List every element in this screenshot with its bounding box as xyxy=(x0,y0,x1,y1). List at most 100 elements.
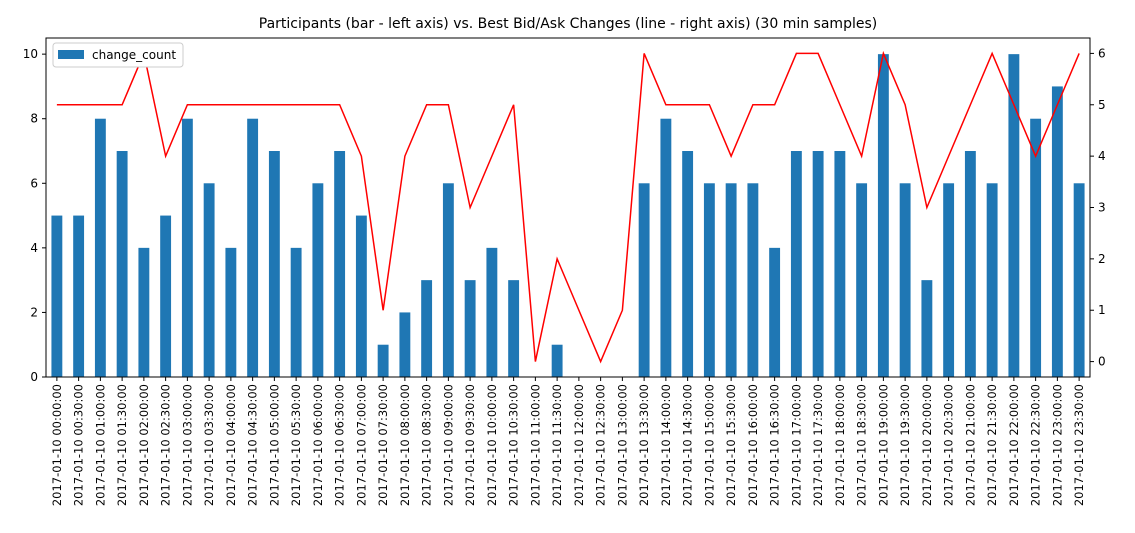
bar xyxy=(116,151,128,377)
x-tick-label: 2017-01-10 19:30:00 xyxy=(898,384,912,506)
x-tick-label: 2017-01-10 13:30:00 xyxy=(637,384,651,506)
x-tick-label: 2017-01-10 18:30:00 xyxy=(855,384,869,506)
bar xyxy=(312,183,324,377)
right-axis-ticks: 0 1 2 3 4 5 6 xyxy=(1090,46,1106,369)
right-tick-label: 6 xyxy=(1098,46,1106,60)
x-tick-label: 2017-01-10 21:30:00 xyxy=(985,384,999,506)
bar xyxy=(1008,54,1020,378)
right-tick-label: 5 xyxy=(1098,98,1106,112)
bar xyxy=(73,215,85,377)
bar xyxy=(399,312,411,377)
bar xyxy=(181,118,193,377)
bar xyxy=(421,280,433,377)
bar xyxy=(986,183,998,377)
bar xyxy=(51,215,63,377)
bar xyxy=(856,183,868,377)
right-tick-label: 3 xyxy=(1098,201,1106,215)
left-tick-label: 4 xyxy=(30,241,38,255)
left-tick-label: 0 xyxy=(30,370,38,384)
right-tick-label: 2 xyxy=(1098,252,1106,266)
bar xyxy=(703,183,715,377)
x-tick-label: 2017-01-10 04:30:00 xyxy=(246,384,260,506)
x-tick-label: 2017-01-10 12:30:00 xyxy=(594,384,608,506)
left-tick-label: 2 xyxy=(30,305,38,319)
x-tick-label: 2017-01-10 10:00:00 xyxy=(485,384,499,506)
x-tick-label: 2017-01-10 09:30:00 xyxy=(463,384,477,506)
x-tick-label: 2017-01-10 06:30:00 xyxy=(333,384,347,506)
x-tick-label: 2017-01-10 19:00:00 xyxy=(876,384,890,506)
x-tick-label: 2017-01-10 07:00:00 xyxy=(354,384,368,506)
x-axis-ticks: 2017-01-10 00:00:00 2017-01-10 00:30:00 20… xyxy=(50,377,1086,506)
bar xyxy=(551,344,563,377)
right-tick-label: 4 xyxy=(1098,149,1106,163)
left-tick-label: 10 xyxy=(23,47,38,61)
x-tick-label: 2017-01-10 10:30:00 xyxy=(507,384,521,506)
bar xyxy=(334,151,346,377)
bar xyxy=(486,247,498,377)
x-tick-label: 2017-01-10 01:00:00 xyxy=(93,384,107,506)
x-tick-label: 2017-01-10 08:00:00 xyxy=(398,384,412,506)
bar xyxy=(1030,118,1042,377)
bar xyxy=(1051,86,1063,377)
bar xyxy=(682,151,694,377)
bar xyxy=(660,118,672,377)
left-tick-label: 8 xyxy=(30,112,38,126)
x-tick-label: 2017-01-10 11:30:00 xyxy=(550,384,564,506)
x-tick-label: 2017-01-10 18:00:00 xyxy=(833,384,847,506)
x-tick-label: 2017-01-10 17:00:00 xyxy=(789,384,803,506)
bar xyxy=(747,183,759,377)
left-axis-ticks: 0 2 4 6 8 10 xyxy=(23,47,46,384)
bar xyxy=(203,183,215,377)
x-tick-label: 2017-01-10 16:00:00 xyxy=(746,384,760,506)
bar xyxy=(160,215,172,377)
x-tick-label: 2017-01-10 20:30:00 xyxy=(942,384,956,506)
bar xyxy=(442,183,454,377)
x-tick-label: 2017-01-10 15:00:00 xyxy=(702,384,716,506)
x-tick-label: 2017-01-10 14:00:00 xyxy=(659,384,673,506)
bar xyxy=(290,247,302,377)
chart-title: Participants (bar - left axis) vs. Best … xyxy=(259,16,877,32)
x-tick-label: 2017-01-10 15:30:00 xyxy=(724,384,738,506)
bar xyxy=(812,151,824,377)
x-tick-label: 2017-01-10 02:00:00 xyxy=(137,384,151,506)
bar xyxy=(899,183,911,377)
x-tick-label: 2017-01-10 23:00:00 xyxy=(1050,384,1064,506)
x-tick-label: 2017-01-10 11:00:00 xyxy=(528,384,542,506)
x-tick-label: 2017-01-10 23:30:00 xyxy=(1072,384,1086,506)
left-tick-label: 6 xyxy=(30,176,38,190)
bar xyxy=(377,344,389,377)
bar-series xyxy=(51,54,1085,378)
legend: change_count xyxy=(52,42,184,68)
bar xyxy=(790,151,802,377)
right-tick-label: 0 xyxy=(1098,355,1106,369)
x-tick-label: 2017-01-10 04:00:00 xyxy=(224,384,238,506)
x-tick-label: 2017-01-10 06:00:00 xyxy=(311,384,325,506)
x-tick-label: 2017-01-10 07:30:00 xyxy=(376,384,390,506)
axes xyxy=(45,37,1091,378)
bar xyxy=(94,118,106,377)
right-tick-label: 1 xyxy=(1098,303,1106,317)
x-tick-label: 2017-01-10 09:00:00 xyxy=(441,384,455,506)
bar xyxy=(225,247,237,377)
x-tick-label: 2017-01-10 21:00:00 xyxy=(963,384,977,506)
bar xyxy=(464,280,476,377)
line-path xyxy=(56,50,1080,364)
legend-swatch xyxy=(58,50,84,59)
x-tick-label: 2017-01-10 05:00:00 xyxy=(267,384,281,506)
bar xyxy=(1073,183,1085,377)
bar xyxy=(638,183,650,377)
bar xyxy=(247,118,259,377)
plot-frame xyxy=(45,37,1091,378)
x-tick-label: 2017-01-10 01:30:00 xyxy=(115,384,129,506)
x-tick-label: 2017-01-10 16:30:00 xyxy=(768,384,782,506)
bar xyxy=(769,247,781,377)
x-tick-label: 2017-01-10 14:30:00 xyxy=(681,384,695,506)
x-tick-label: 2017-01-10 13:00:00 xyxy=(615,384,629,506)
bar xyxy=(268,151,280,377)
line-series xyxy=(56,50,1080,364)
x-tick-label: 2017-01-10 03:00:00 xyxy=(180,384,194,506)
bar xyxy=(877,54,889,378)
x-tick-label: 2017-01-10 08:30:00 xyxy=(420,384,434,506)
bar xyxy=(355,215,367,377)
